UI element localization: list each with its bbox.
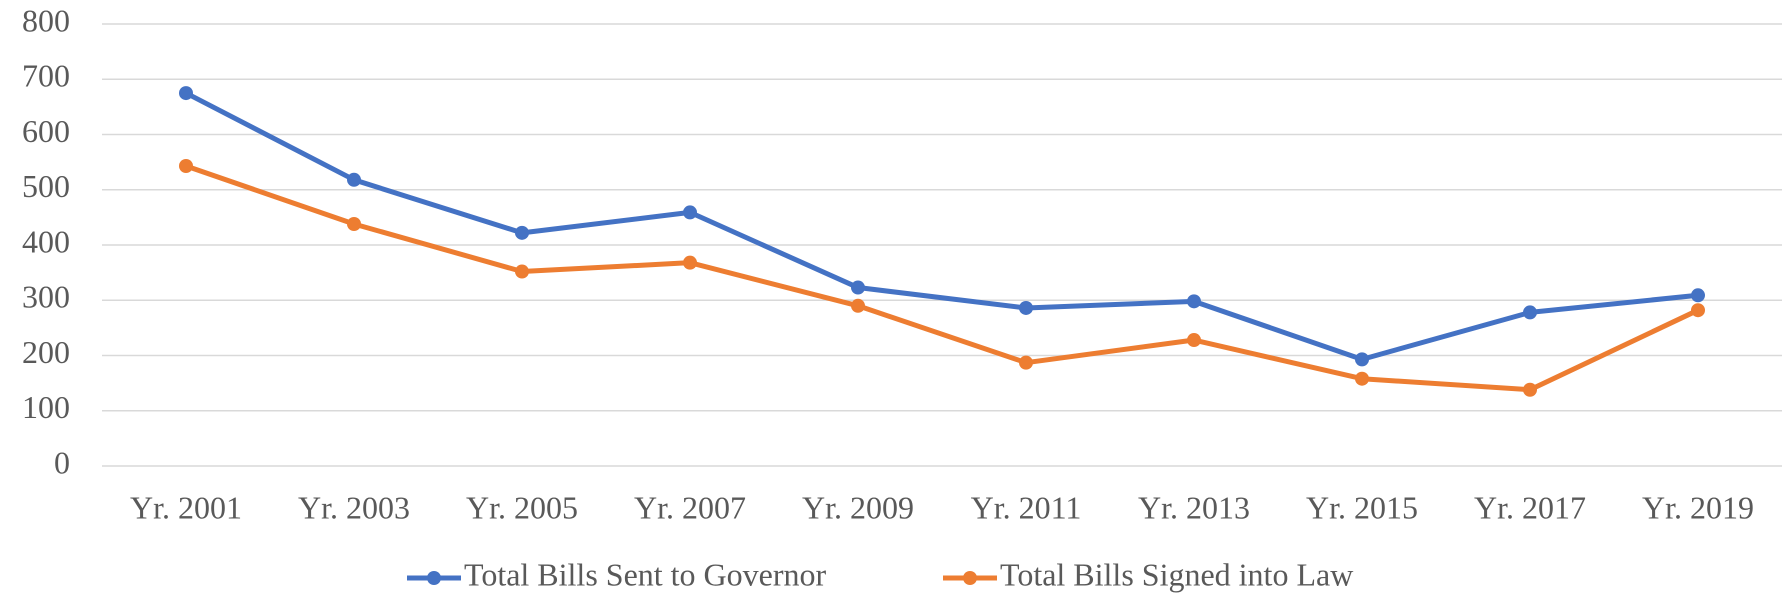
y-tick-label: 100 <box>22 389 70 425</box>
point <box>347 172 361 187</box>
point <box>179 86 193 101</box>
point <box>1523 305 1537 320</box>
y-tick-label: 0 <box>54 444 70 480</box>
series-line <box>184 90 1699 362</box>
point <box>1355 371 1369 386</box>
point <box>1187 294 1201 309</box>
point <box>1019 355 1033 370</box>
point <box>179 158 193 173</box>
point <box>1019 300 1033 315</box>
point <box>1691 288 1705 303</box>
y-tick-label: 800 <box>22 2 70 38</box>
series-line <box>185 163 1700 393</box>
point <box>515 264 529 279</box>
y-tick-label: 300 <box>22 279 70 315</box>
point <box>683 205 697 220</box>
x-tick-label: Yr. 2005 <box>466 489 578 525</box>
y-tick-label: 500 <box>22 168 70 204</box>
x-tick-label: Yr. 2003 <box>298 489 410 525</box>
point <box>683 255 697 270</box>
x-tick-label: Yr. 2007 <box>634 489 746 525</box>
legend-marker <box>427 571 441 585</box>
y-tick-label: 600 <box>22 113 70 149</box>
point <box>1355 352 1369 367</box>
x-tick-label: Yr. 2017 <box>1474 489 1586 525</box>
point <box>515 225 529 240</box>
x-tick-label: Yr. 2011 <box>971 489 1082 525</box>
point <box>1691 303 1705 318</box>
legend-label: Total Bills Signed into Law <box>1000 556 1353 592</box>
legend-label: Total Bills Sent to Governor <box>464 556 827 592</box>
x-tick-label: Yr. 2013 <box>1138 489 1250 525</box>
y-tick-label: 200 <box>22 334 70 370</box>
x-tick-label: Yr. 2001 <box>130 489 242 525</box>
y-tick-label: 400 <box>22 223 70 259</box>
x-tick-label: Yr. 2009 <box>802 489 914 525</box>
point <box>1187 333 1201 348</box>
y-tick-label: 700 <box>22 58 70 94</box>
point <box>851 280 865 295</box>
legend-marker <box>963 571 977 585</box>
x-tick-label: Yr. 2015 <box>1306 489 1418 525</box>
point <box>1523 382 1537 397</box>
point <box>347 217 361 232</box>
point <box>851 298 865 313</box>
x-tick-label: Yr. 2019 <box>1642 489 1754 525</box>
